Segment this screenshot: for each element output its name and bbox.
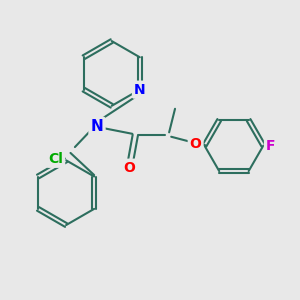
Text: F: F [266, 139, 275, 153]
Text: N: N [91, 119, 103, 134]
Text: O: O [190, 137, 202, 151]
Text: O: O [124, 161, 135, 175]
Text: N: N [134, 82, 146, 97]
Text: Cl: Cl [48, 152, 63, 166]
